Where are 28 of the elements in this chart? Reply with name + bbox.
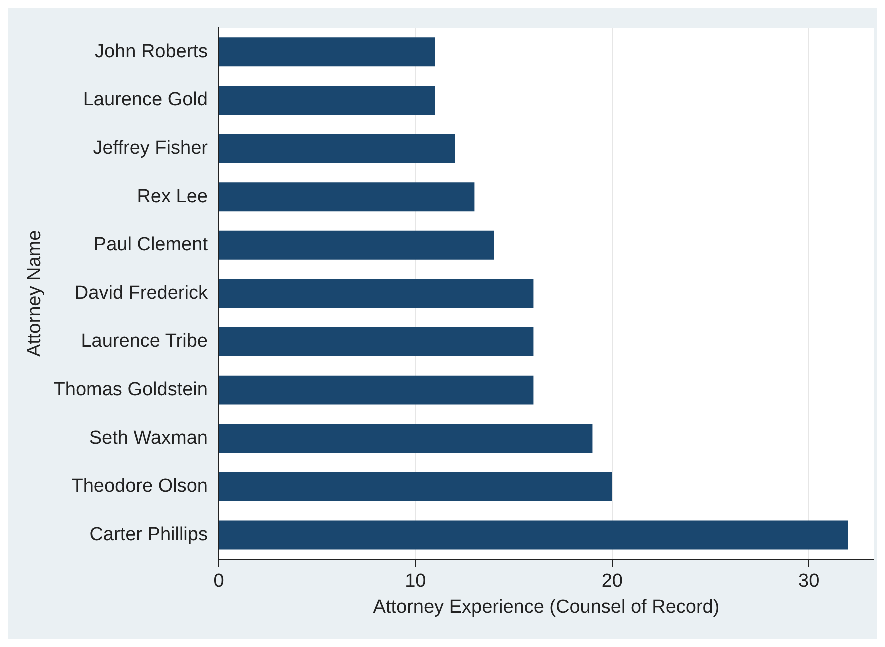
bar — [219, 520, 848, 550]
y-tick-label: Carter Phillips — [90, 524, 208, 546]
bar — [219, 182, 475, 212]
y-tick-label: Jeffrey Fisher — [93, 138, 209, 160]
y-tick-label: David Frederick — [74, 282, 208, 304]
x-tick-label: 0 — [214, 571, 224, 592]
bar — [219, 86, 436, 115]
y-tick-label: Rex Lee — [137, 186, 208, 208]
x-tick-label: 10 — [405, 571, 426, 592]
y-tick-label: Theodore Olson — [72, 476, 208, 498]
y-axis-title: Attorney Name — [24, 230, 46, 358]
y-tick-label: Paul Clement — [94, 234, 209, 256]
x-axis-title: Attorney Experience (Counsel of Record) — [373, 596, 720, 618]
bar — [219, 38, 436, 67]
y-tick-label: Laurence Tribe — [81, 331, 208, 352]
x-tick-label: 20 — [602, 571, 623, 592]
bar — [219, 279, 534, 308]
x-tick-label: 30 — [798, 571, 820, 592]
bar — [219, 230, 494, 260]
bar — [219, 376, 534, 405]
bar — [219, 134, 456, 164]
y-tick-label: Seth Waxman — [89, 428, 208, 449]
y-tick-label: John Roberts — [94, 41, 208, 62]
y-tick-label: Laurence Gold — [83, 90, 208, 111]
y-tick-label: Thomas Goldstein — [54, 380, 208, 401]
bar — [219, 472, 612, 502]
bar — [219, 424, 593, 454]
bar — [219, 328, 534, 356]
